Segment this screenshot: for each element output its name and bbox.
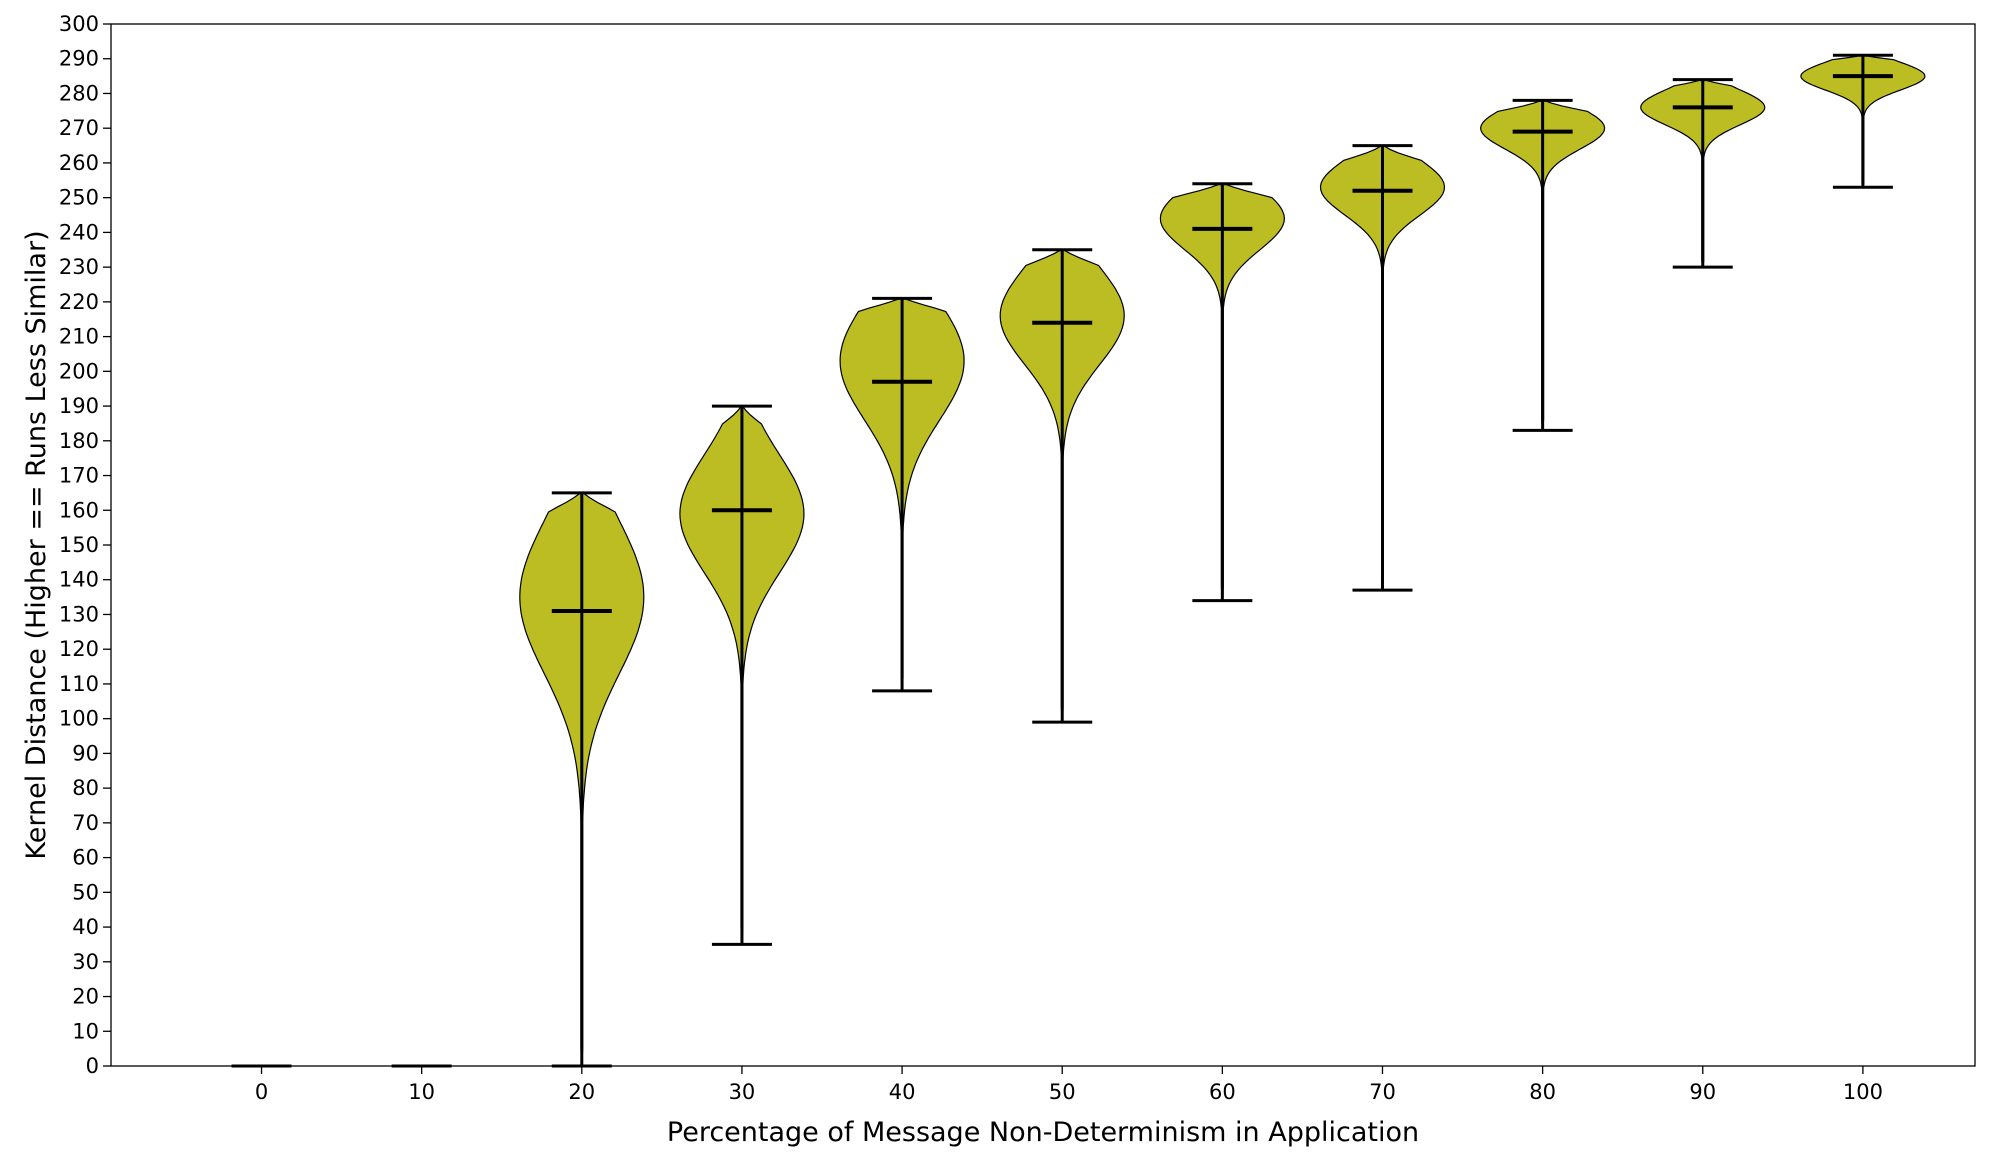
y-tick-label: 210 xyxy=(59,325,99,349)
violin-40 xyxy=(839,296,965,693)
y-tick-label: 230 xyxy=(59,255,99,279)
y-tick-label: 150 xyxy=(59,533,99,557)
y-tick-label: 110 xyxy=(59,672,99,696)
violin-20 xyxy=(519,491,645,1068)
violin-80 xyxy=(1479,98,1606,432)
y-tick-label: 140 xyxy=(59,568,99,592)
x-tick-label: 20 xyxy=(568,1080,595,1104)
violin-30 xyxy=(679,404,805,946)
violin-100 xyxy=(1800,53,1926,189)
x-tick-label: 10 xyxy=(408,1080,435,1104)
x-axis-label: Percentage of Message Non-Determinism in… xyxy=(667,1117,1419,1148)
y-tick-label: 240 xyxy=(59,220,99,244)
y-tick-label: 250 xyxy=(59,186,99,210)
y-tick-label: 90 xyxy=(72,741,99,765)
y-tick-label: 60 xyxy=(72,846,99,870)
y-tick-label: 160 xyxy=(59,498,99,522)
x-tick-label: 80 xyxy=(1529,1080,1556,1104)
y-tick-label: 220 xyxy=(59,290,99,314)
y-tick-label: 190 xyxy=(59,394,99,418)
y-tick-label: 80 xyxy=(72,776,99,800)
y-tick-label: 40 xyxy=(72,915,99,939)
y-tick-label: 300 xyxy=(59,12,99,36)
violin-50 xyxy=(999,248,1125,724)
y-tick-label: 50 xyxy=(72,880,99,904)
y-tick-label: 0 xyxy=(86,1054,99,1078)
x-tick-label: 40 xyxy=(889,1080,916,1104)
y-tick-label: 270 xyxy=(59,116,99,140)
x-tick-label: 90 xyxy=(1689,1080,1716,1104)
violin-90 xyxy=(1640,78,1766,269)
y-tick-label: 170 xyxy=(59,464,99,488)
violins-layer xyxy=(231,53,1926,1068)
x-tick-label: 50 xyxy=(1049,1080,1076,1104)
y-tick-label: 200 xyxy=(59,359,99,383)
y-tick-label: 290 xyxy=(59,47,99,71)
y-tick-label: 20 xyxy=(72,985,99,1009)
x-tick-label: 70 xyxy=(1369,1080,1396,1104)
x-tick-label: 100 xyxy=(1843,1080,1883,1104)
y-tick-label: 100 xyxy=(59,707,99,731)
x-tick-label: 0 xyxy=(255,1080,268,1104)
y-tick-label: 180 xyxy=(59,429,99,453)
y-axis-label: Kernel Distance (Higher == Runs Less Sim… xyxy=(21,230,52,859)
violin-70 xyxy=(1319,144,1446,592)
y-tick-label: 30 xyxy=(72,950,99,974)
y-tick-label: 280 xyxy=(59,81,99,105)
y-tick-label: 70 xyxy=(72,811,99,835)
x-axis-ticks: 0 10 20 30 40 50 60 70 80 90 100 xyxy=(255,1066,1883,1104)
y-tick-label: 130 xyxy=(59,602,99,626)
y-tick-label: 120 xyxy=(59,637,99,661)
violin-60 xyxy=(1159,182,1286,603)
y-tick-label: 260 xyxy=(59,151,99,175)
x-tick-label: 30 xyxy=(729,1080,756,1104)
plot-frame xyxy=(110,23,1976,1067)
y-axis-ticks: 0 10 20 30 40 50 60 70 80 90 100 110 120 130 140 150 160… xyxy=(59,12,111,1078)
x-tick-label: 60 xyxy=(1209,1080,1236,1104)
y-tick-label: 10 xyxy=(72,1019,99,1043)
